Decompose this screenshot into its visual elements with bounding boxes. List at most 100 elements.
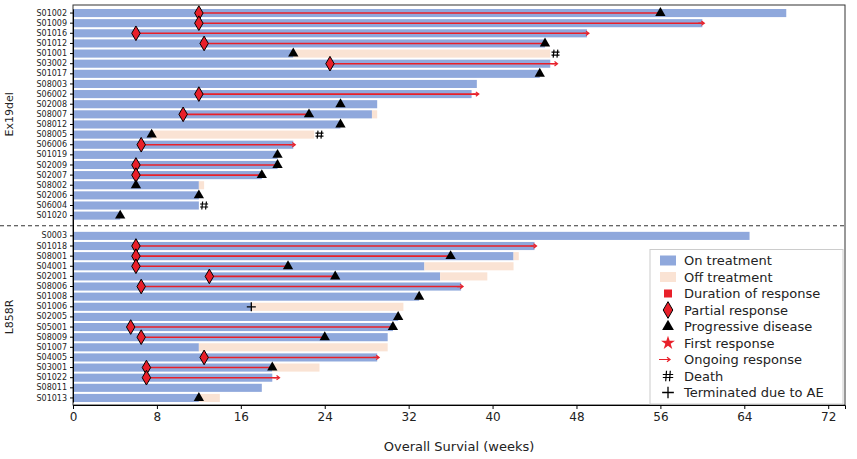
marker-triangle [131,179,141,188]
marker-diamond [126,320,134,335]
marker-star [128,324,134,330]
legend-label: Partial response [684,303,788,318]
legend: On treatmentOff treatmentDuration of res… [650,250,843,405]
x-tick: 16 [234,405,249,424]
marker-series [128,10,334,381]
y-tick: S02007 [36,171,73,180]
bar [199,343,388,351]
x-tick: 24 [318,405,333,424]
marker-star [143,364,149,370]
marker-diamond [195,87,203,102]
marker-arrow [473,92,479,96]
x-tick-label: 24 [318,410,333,424]
bar [73,100,377,108]
x-tick: 48 [569,405,584,424]
y-tick-label: S06006 [36,140,67,149]
x-tick-mark [157,405,158,409]
y-tick: S02005 [36,312,73,321]
legend-label: Ongoing response [684,352,802,367]
marker-diamond [132,26,140,41]
duration-line [141,286,461,288]
marker-triangle [335,119,345,128]
x-tick: 40 [485,405,500,424]
legend-label: Off treatment [684,270,773,285]
y-tick: S06004 [36,201,73,210]
marker-star [138,334,144,340]
bar [73,171,262,179]
y-tick: S01022 [36,373,73,382]
y-tick: S01009 [36,19,73,28]
bar [73,282,461,290]
marker-diamond [200,36,208,51]
y-tick-label: S02008 [36,100,67,109]
y-tick-mark [70,377,73,378]
y-tick-mark [70,246,73,247]
legend-label: On treatment [684,253,772,268]
y-tick-label: S01016 [36,29,67,38]
duration-line [209,276,335,278]
duration-line [136,265,288,267]
y-tick-label: S01009 [36,19,67,28]
duration-line [204,43,545,45]
bar [73,161,278,169]
y-tick: S04005 [36,353,73,362]
x-tick-label: 48 [569,410,584,424]
bar [424,262,513,270]
marker-triangle [335,98,345,107]
y-tick-label: S06002 [36,90,67,99]
marker-arrow [373,355,379,359]
y-tick-label: S03001 [36,363,67,372]
marker-triangle [330,270,340,279]
marker-star [138,141,144,147]
marker-triangle [655,7,665,16]
duration-line [131,326,393,328]
y-tick: S01002 [36,9,73,18]
y-tick-mark [70,175,73,176]
y-tick: S08011 [36,383,73,392]
bar [73,29,587,37]
y-tick-mark [70,13,73,14]
y-tick: S01017 [36,69,73,78]
x-tick-label: 0 [70,410,78,424]
bar [73,80,477,88]
y-tick-label: S01008 [36,292,67,301]
bar [73,141,293,149]
x-tick: 8 [154,405,162,424]
bar [73,293,419,301]
legend-item: Death [663,369,724,384]
bar [73,50,293,58]
marker-triangle [320,331,330,340]
y-tick-label: S08007 [36,110,67,119]
legend-label: Terminated due to AE [683,385,824,400]
marker-triangle [194,392,204,401]
marker-star [138,283,144,289]
legend-label: Progressive disease [684,319,812,334]
y-tick-label: S01022 [36,373,67,382]
bar [73,364,272,372]
y-tick-label: S04001 [36,262,67,271]
x-tick-mark [493,405,494,409]
y-tick-mark [70,266,73,267]
y-tick: S0003 [42,231,73,240]
y-tick: S01012 [36,39,73,48]
marker-star [133,172,139,178]
y-tick-mark [70,23,73,24]
x-axis: 081624324048566472 [70,405,846,424]
legend-swatch [660,256,676,266]
y-tick: S06002 [36,90,73,99]
y-tick: S08007 [36,110,73,119]
y-tick-mark [70,53,73,54]
y-tick-mark [70,63,73,64]
y-tick-mark [70,256,73,257]
marker-plus [247,302,256,311]
marker-triangle [194,189,204,198]
duration-line [136,164,278,166]
y-tick-label: S01020 [36,211,67,220]
y-tick-mark [70,327,73,328]
y-tick-label: S08009 [36,333,67,342]
marker-star [143,374,149,380]
y-tick: S06006 [36,140,73,149]
legend-symbol [659,357,670,361]
duration-line [199,22,702,24]
marker-star [196,91,202,97]
